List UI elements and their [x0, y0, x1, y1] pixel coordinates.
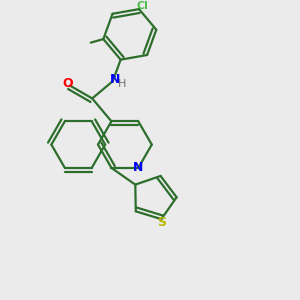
Text: H: H: [118, 79, 126, 88]
Text: N: N: [110, 73, 120, 86]
Text: O: O: [62, 77, 73, 90]
Text: S: S: [157, 216, 166, 229]
Text: Cl: Cl: [137, 1, 148, 11]
Text: N: N: [133, 161, 143, 174]
